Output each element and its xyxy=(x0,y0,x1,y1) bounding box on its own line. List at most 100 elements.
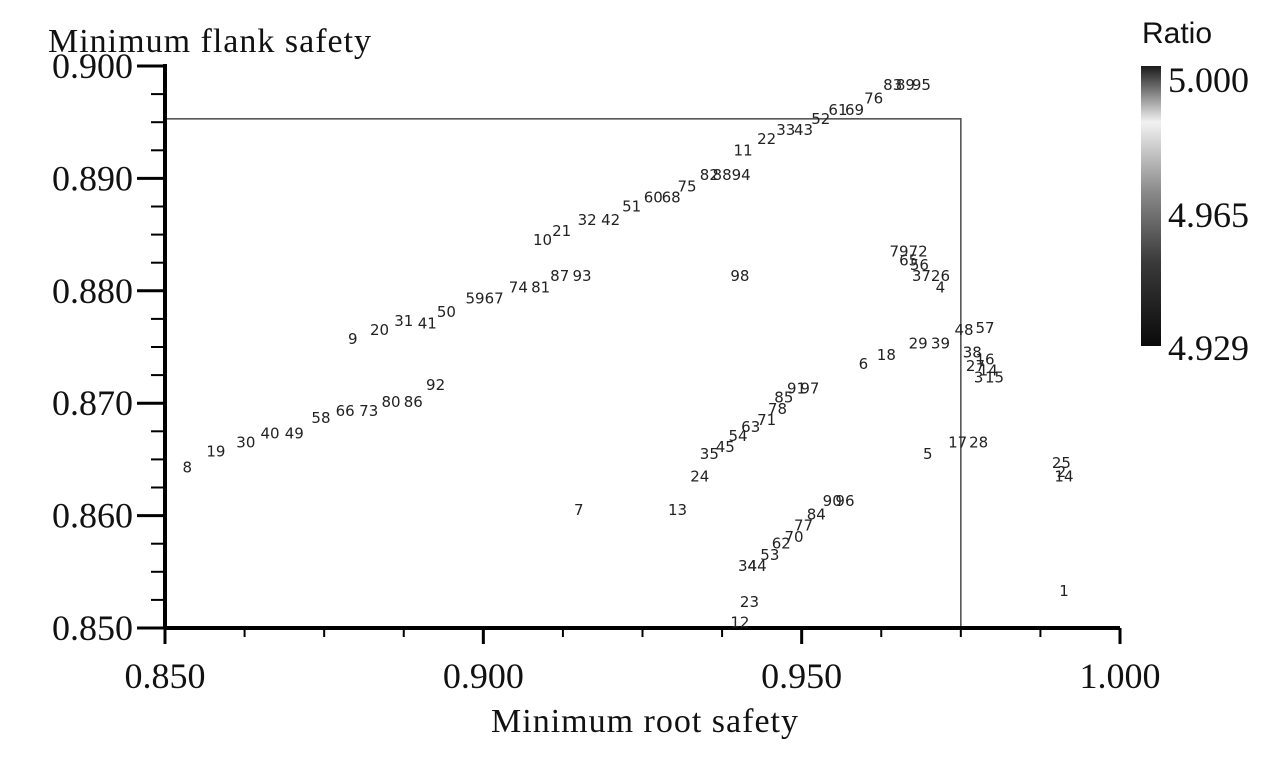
point-label-39: 39 xyxy=(931,335,950,353)
point-label-74: 74 xyxy=(509,278,528,296)
point-label-65: 65 xyxy=(899,251,918,269)
point-label-21: 21 xyxy=(552,222,571,240)
point-label-62: 62 xyxy=(772,535,791,553)
point-label-81: 81 xyxy=(531,278,550,296)
point-label-12: 12 xyxy=(730,613,749,631)
point-label-11: 11 xyxy=(734,141,753,159)
point-label-67: 67 xyxy=(485,290,504,308)
point-label-20: 20 xyxy=(370,321,389,339)
point-label-94: 94 xyxy=(732,166,751,184)
point-label-52: 52 xyxy=(811,110,830,128)
boundary-rect xyxy=(164,118,962,629)
point-label-27: 27 xyxy=(966,357,985,375)
y-axis-title: Minimum flank safety xyxy=(48,23,372,60)
point-label-26: 26 xyxy=(931,267,950,285)
point-label-2: 2 xyxy=(1057,463,1067,481)
point-label-15: 15 xyxy=(985,368,1004,386)
axes xyxy=(137,64,1122,644)
point-label-92: 92 xyxy=(426,376,445,394)
point-label-48: 48 xyxy=(954,321,973,339)
point-label-58: 58 xyxy=(311,409,330,427)
point-label-49: 49 xyxy=(285,425,304,443)
point-label-66: 66 xyxy=(336,402,355,420)
point-label-79: 79 xyxy=(890,242,909,260)
point-label-93: 93 xyxy=(572,267,591,285)
point-label-44: 44 xyxy=(748,557,767,575)
boundary-box xyxy=(164,118,962,629)
point-label-30: 30 xyxy=(236,434,255,452)
point-label-28: 28 xyxy=(969,434,988,452)
point-label-97: 97 xyxy=(800,380,819,398)
point-label-78: 78 xyxy=(768,400,787,418)
point-label-84: 84 xyxy=(807,505,826,523)
point-label-23: 23 xyxy=(740,593,759,611)
point-label-18: 18 xyxy=(877,346,896,364)
point-label-3: 3 xyxy=(974,368,984,386)
y-tick-label: 0.900 xyxy=(52,46,133,86)
point-label-17: 17 xyxy=(948,434,967,452)
point-label-54: 54 xyxy=(728,427,747,445)
point-label-88: 88 xyxy=(713,166,732,184)
point-label-37: 37 xyxy=(912,267,931,285)
point-label-6: 6 xyxy=(859,355,869,373)
x-axis-title: Minimum root safety xyxy=(491,703,799,740)
point-label-98: 98 xyxy=(730,267,749,285)
point-label-42: 42 xyxy=(601,211,620,229)
point-label-68: 68 xyxy=(662,189,681,207)
point-label-60: 60 xyxy=(644,189,663,207)
point-label-63: 63 xyxy=(741,418,760,436)
point-label-86: 86 xyxy=(404,393,423,411)
x-tick-label: 1.000 xyxy=(1080,656,1161,696)
point-label-91: 91 xyxy=(787,380,806,398)
point-label-13: 13 xyxy=(668,501,687,519)
point-label-75: 75 xyxy=(678,177,697,195)
point-label-83: 83 xyxy=(883,76,902,94)
point-label-87: 87 xyxy=(550,267,569,285)
point-label-14: 14 xyxy=(1054,467,1073,485)
x-tick-label: 0.950 xyxy=(761,656,842,696)
point-label-85: 85 xyxy=(774,389,793,407)
point-label-73: 73 xyxy=(359,402,378,420)
point-label-19: 19 xyxy=(206,443,225,461)
point-label-53: 53 xyxy=(760,546,779,564)
point-label-80: 80 xyxy=(381,393,400,411)
point-label-90: 90 xyxy=(823,492,842,510)
point-label-8: 8 xyxy=(183,458,193,476)
point-label-50: 50 xyxy=(437,303,456,321)
point-label-29: 29 xyxy=(909,335,928,353)
tick-labels: 0.850 0.860 0.870 0.880 0.890 0.900 0.850 0.900… xyxy=(52,46,1161,696)
y-tick-label: 0.890 xyxy=(52,158,133,198)
colorbar-gradient xyxy=(1141,66,1161,346)
point-label-61: 61 xyxy=(828,101,847,119)
point-label-7: 7 xyxy=(574,501,584,519)
point-label-96: 96 xyxy=(835,492,854,510)
point-label-33: 33 xyxy=(776,121,795,139)
point-label-38: 38 xyxy=(963,344,982,362)
y-tick-label: 0.870 xyxy=(52,383,133,423)
point-label-77: 77 xyxy=(794,517,813,535)
point-label-24: 24 xyxy=(690,467,709,485)
point-label-32: 32 xyxy=(578,211,597,229)
point-label-71: 71 xyxy=(757,411,776,429)
colorbar-min-label: 4.929 xyxy=(1168,328,1249,368)
point-label-76: 76 xyxy=(864,90,883,108)
point-label-9: 9 xyxy=(348,330,358,348)
point-label-22: 22 xyxy=(757,130,776,148)
point-label-10: 10 xyxy=(533,231,552,249)
point-label-70: 70 xyxy=(784,528,803,546)
point-label-89: 89 xyxy=(896,76,915,94)
point-label-5: 5 xyxy=(923,445,933,463)
point-label-25: 25 xyxy=(1052,454,1071,472)
point-label-35: 35 xyxy=(700,445,719,463)
y-tick-label: 0.850 xyxy=(52,608,133,648)
y-tick-label: 0.880 xyxy=(52,271,133,311)
colorbar-mid-label: 4.965 xyxy=(1168,195,1249,235)
x-tick-label: 0.850 xyxy=(125,656,206,696)
colorbar: Ratio 5.000 4.965 4.929 xyxy=(1141,17,1249,368)
colorbar-max-label: 5.000 xyxy=(1168,60,1249,100)
point-label-41: 41 xyxy=(418,314,437,332)
point-label-95: 95 xyxy=(912,76,931,94)
point-label-14: 14 xyxy=(979,362,998,380)
